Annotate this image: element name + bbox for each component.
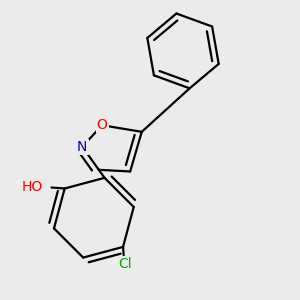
Text: N: N	[77, 140, 88, 154]
Text: Cl: Cl	[118, 257, 131, 271]
Text: HO: HO	[22, 180, 43, 194]
Text: O: O	[97, 118, 108, 132]
